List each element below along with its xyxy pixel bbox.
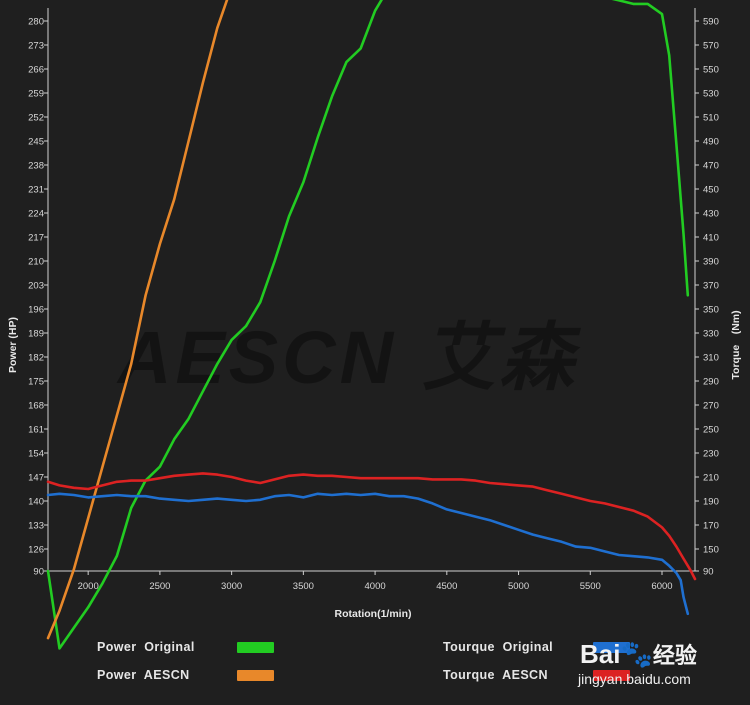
- y-axis-right-label: Torque (Nm): [730, 310, 742, 379]
- legend-label-torque-original: Tourque Original: [443, 640, 554, 654]
- y-left-tick-label: 182: [28, 353, 44, 364]
- y-left-tick-label: 210: [28, 257, 44, 268]
- y-right-tick-label: 190: [703, 497, 719, 508]
- y-right-tick-label: 470: [703, 161, 719, 172]
- legend-label-torque-aescn: Tourque AESCN: [443, 668, 548, 682]
- legend-swatch-power-aescn: [237, 670, 274, 681]
- y-left-tick-label: 217: [28, 233, 44, 244]
- y-left-tick-label: 189: [28, 329, 44, 340]
- y-left-tick-label: 161: [28, 425, 44, 436]
- legend-swatch-torque-aescn: [593, 670, 630, 681]
- y-right-tick-label: 390: [703, 257, 719, 268]
- y-right-tick-label: 90: [703, 567, 714, 578]
- y-right-tick-label: 570: [703, 41, 719, 52]
- baidu-url: jingyan.baidu.com: [578, 671, 691, 687]
- series-line-4: [46, 472, 697, 581]
- y-left-tick-label: 266: [28, 65, 44, 76]
- y-left-tick-label: 238: [28, 161, 44, 172]
- x-axis-label: Rotation(1/min): [335, 608, 412, 620]
- y-left-tick-label: 147: [28, 473, 44, 484]
- x-tick-label: 2500: [149, 581, 170, 592]
- y-left-tick-label: 154: [28, 449, 44, 460]
- svg-text:AESCN 艾森: AESCN 艾森: [116, 316, 582, 399]
- aescn-watermark: AESCN 艾森: [116, 316, 582, 399]
- y-right-tick-label: 210: [703, 473, 719, 484]
- x-tick-label: 2000: [78, 581, 99, 592]
- y-left-tick-label: 280: [28, 17, 44, 28]
- y-left-tick-label: 203: [28, 281, 44, 292]
- y-right-tick-label: 530: [703, 89, 719, 100]
- y-right-tick-label: 150: [703, 545, 719, 556]
- y-right-tick-label: 490: [703, 137, 719, 148]
- y-right-tick-label: 170: [703, 521, 719, 532]
- y-left-tick-label: 273: [28, 41, 44, 52]
- y-right-tick-label: 510: [703, 113, 719, 124]
- legend-label-power-aescn: Power AESCN: [97, 668, 190, 682]
- y-left-tick-label: 126: [28, 545, 44, 556]
- y-right-tick-label: 590: [703, 17, 719, 28]
- y-right-tick-label: 290: [703, 377, 719, 388]
- legend-label-power-original: Power Original: [97, 640, 195, 654]
- x-tick-label: 6000: [651, 581, 672, 592]
- y-right-tick-label: 310: [703, 353, 719, 364]
- y-right-tick-label: 350: [703, 305, 719, 316]
- y-right-tick-label: 370: [703, 281, 719, 292]
- x-tick-label: 5500: [580, 581, 601, 592]
- y-right-tick-label: 330: [703, 329, 719, 340]
- legend-swatch-power-original: [237, 642, 274, 653]
- y-left-tick-label: 259: [28, 89, 44, 100]
- x-tick-label: 5000: [508, 581, 529, 592]
- y-right-tick-label: 230: [703, 449, 719, 460]
- x-tick-label: 3500: [293, 581, 314, 592]
- y-left-tick-label: 252: [28, 113, 44, 124]
- y-right-tick-label: 430: [703, 209, 719, 220]
- y-left-tick-label: 168: [28, 401, 44, 412]
- y-left-tick-label: 90: [33, 567, 44, 578]
- series-line-3: [46, 492, 690, 616]
- y-left-tick-label: 196: [28, 305, 44, 316]
- y-left-tick-label: 140: [28, 497, 44, 508]
- y-right-tick-label: 450: [703, 185, 719, 196]
- baidu-logo-text: Bai🐾经验: [580, 639, 697, 669]
- x-tick-label: 4500: [436, 581, 457, 592]
- legend-swatch-torque-original: [593, 642, 630, 653]
- y-axis-left-label: Power (HP): [7, 317, 19, 373]
- series-line-2: [46, 0, 229, 640]
- y-left-tick-label: 231: [28, 185, 44, 196]
- y-left-tick-label: 224: [28, 209, 44, 220]
- series-line-1: [46, 0, 690, 650]
- y-right-tick-label: 270: [703, 401, 719, 412]
- y-right-tick-label: 250: [703, 425, 719, 436]
- y-left-tick-label: 175: [28, 377, 44, 388]
- y-right-tick-label: 550: [703, 65, 719, 76]
- x-tick-label: 4000: [365, 581, 386, 592]
- y-left-tick-label: 133: [28, 521, 44, 532]
- y-left-tick-label: 245: [28, 137, 44, 148]
- y-right-tick-label: 410: [703, 233, 719, 244]
- x-tick-label: 3000: [221, 581, 242, 592]
- paw-icon: 🐾: [620, 639, 653, 669]
